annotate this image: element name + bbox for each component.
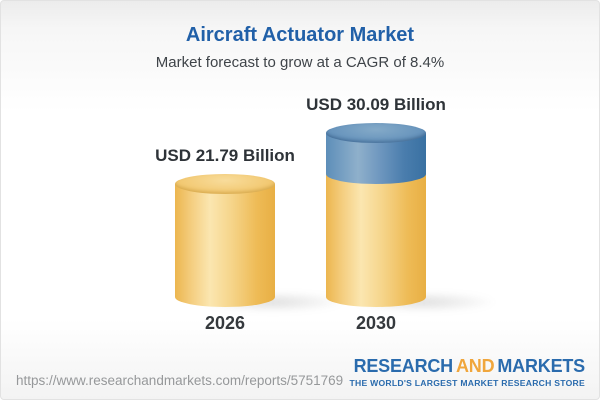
chart-title: Aircraft Actuator Market — [185, 24, 415, 46]
value-label-2026: USD 21.79 Billion — [155, 146, 295, 165]
logo-wordmark: RESEARCH AND MARKETS — [349, 356, 586, 377]
value-label-2030: USD 30.09 Billion — [306, 95, 446, 114]
logo-tagline: THE WORLD'S LARGEST MARKET RESEARCH STOR… — [349, 378, 585, 388]
year-label-2030: 2030 — [355, 313, 397, 333]
bar-group-2030: USD 30.09 Billion 2030 — [306, 1, 500, 399]
logo-word-and: AND — [455, 356, 495, 376]
cylinder-top-2030 — [326, 123, 426, 143]
report-url: https://www.researchandmarkets.com/repor… — [16, 373, 344, 388]
logo-word-markets: MARKETS — [497, 356, 585, 376]
research-and-markets-logo: RESEARCH AND MARKETS THE WORLD'S LARGEST M… — [349, 356, 585, 388]
bar-group-2026: USD 21.79 Billion 2026 — [155, 1, 349, 399]
cylinder-body-2026 — [175, 184, 275, 307]
cylinder-top-2026 — [175, 174, 275, 194]
year-label-2026: 2026 — [204, 313, 246, 333]
cylinder-body-base-2030 — [326, 174, 426, 307]
logo-word-research: RESEARCH — [353, 356, 454, 376]
chart-subtitle: Market forecast to grow at a CAGR of 8.4… — [155, 54, 445, 71]
